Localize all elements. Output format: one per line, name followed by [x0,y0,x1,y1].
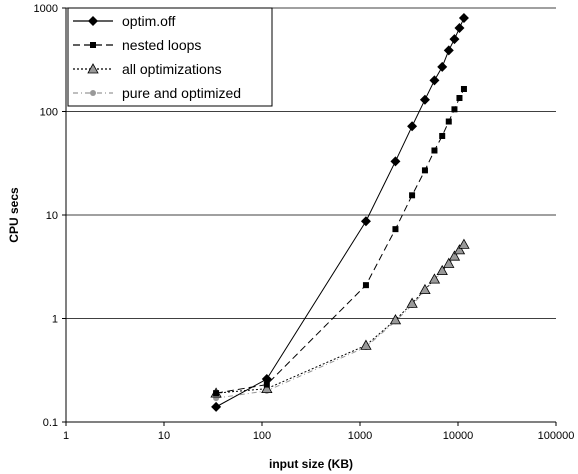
data-point [261,382,273,394]
data-point [211,401,222,412]
data-point [448,250,461,261]
legend-item: nested loops [73,37,201,53]
data-point [360,339,372,350]
data-point [409,192,416,199]
data-point [263,381,270,388]
data-point [460,85,467,92]
data-point [437,61,448,72]
legend: optim.off nested loops all optimizations pu… [67,7,273,107]
legend-marker [90,42,96,48]
legend-label: all optimizations [122,61,222,77]
series-nested-loops [213,85,467,397]
data-point [421,167,428,174]
legend-marker [87,63,99,74]
y-tick-label: 10 [46,210,58,222]
data-point [458,13,469,24]
data-point [436,264,448,276]
data-point [362,282,369,289]
data-point [407,121,418,132]
legend-item: all optimizations [73,61,222,77]
data-point [449,34,460,45]
data-point [360,216,371,227]
x-tick-label: 10 [158,430,170,442]
series-group [210,13,470,412]
series-line [216,244,465,394]
x-tick-labels: 1 10 100 1000 10000 100000 [63,430,574,442]
data-point [456,95,463,102]
data-point [406,297,418,308]
data-point [443,45,454,56]
series-line [216,244,465,399]
y-axis-title: CPU secs [7,187,21,243]
data-point [213,390,220,397]
series-line [216,88,465,394]
data-point [443,257,455,268]
y-tick-label: 0.1 [43,417,58,429]
y-tick-label: 100 [40,107,58,119]
data-point [392,226,399,233]
data-point [261,374,272,385]
legend-marker [90,90,96,96]
data-point [419,94,430,105]
x-tick-label: 1 [63,430,69,442]
data-point [458,238,470,249]
series-optim-off [211,13,469,412]
legend-label: pure and optimized [122,85,241,101]
data-point [428,273,441,284]
legend-item: pure and optimized [73,85,241,101]
data-point [454,23,465,34]
y-tick-labels: 0.1 1 10 100 1000 [34,3,58,429]
y-tick-label: 1000 [34,3,58,15]
legend-label: optim.off [122,13,176,29]
legend-item: optim.off [73,13,176,29]
data-point [429,75,440,86]
legend-marker [88,16,98,26]
legend-box [67,7,273,107]
data-point [431,147,438,154]
x-tick-label: 10000 [443,430,474,442]
axes [62,7,557,426]
series-pure-and-optimized [213,242,467,402]
x-axis-title: input size (KB) [269,457,353,471]
data-point [453,244,466,255]
data-point [451,106,458,113]
x-tick-label: 1000 [348,430,372,442]
data-point [419,283,431,295]
legend-label: nested loops [122,37,201,53]
data-point [445,118,452,125]
data-point [439,132,446,139]
data-point [389,314,402,325]
y-tick-label: 1 [52,314,58,326]
data-point [390,156,401,167]
x-tick-label: 100 [253,430,271,442]
x-tick-label: 100000 [538,430,575,442]
